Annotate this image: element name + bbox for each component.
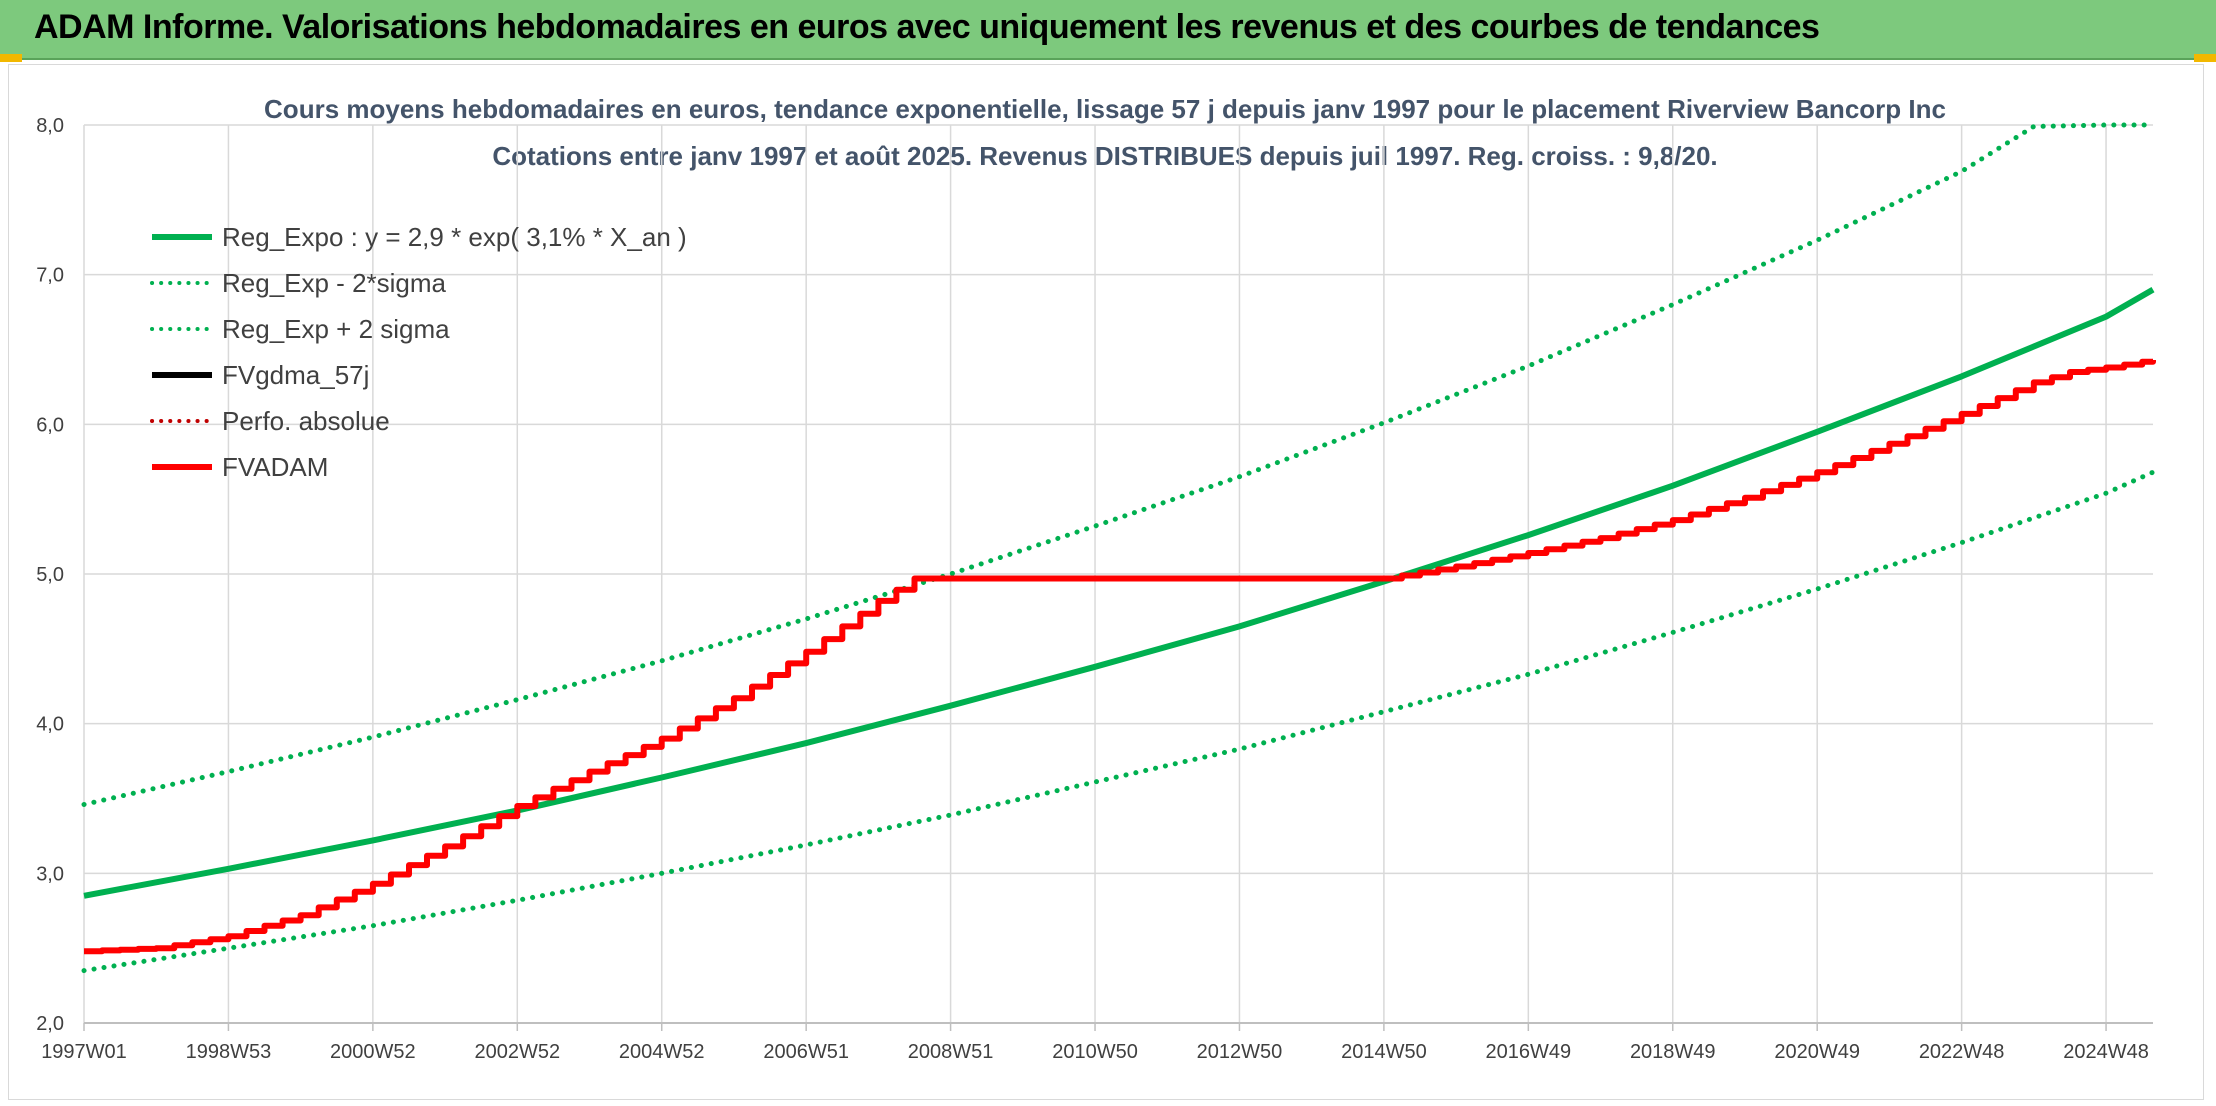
y-axis-ticks: 2,0 3,0 4,0 5,0 6,0 7,0 8,0: [36, 115, 64, 1035]
x-tick-label: 1997W01: [41, 1041, 127, 1063]
legend-label: FVgdma_57j: [222, 360, 369, 390]
x-tick-label: 2004W52: [619, 1041, 705, 1063]
y-tick-label: 5,0: [36, 564, 64, 586]
x-tick-label: 2008W51: [908, 1041, 994, 1063]
x-tick-label: 2020W49: [1774, 1041, 1860, 1063]
series-line-reg-exp-2-sigma: [81, 122, 2156, 807]
x-tick-label: 2014W50: [1341, 1041, 1427, 1063]
series-line-fvadam: [84, 358, 2156, 955]
x-tick-label: 2006W51: [763, 1041, 849, 1063]
y-tick-label: 6,0: [36, 414, 64, 436]
legend-label: Perfo. absolue: [222, 406, 390, 436]
chart-title: Cours moyens hebdomadaires en euros, ten…: [264, 94, 1946, 124]
y-tick-label: 7,0: [36, 265, 64, 287]
gridlines: [83, 124, 2153, 1031]
legend-label: Reg_Exp - 2*sigma: [222, 268, 447, 298]
series-line-reg-exp-2-sigma: [81, 469, 2156, 974]
x-tick-label: 2012W50: [1197, 1041, 1283, 1063]
x-tick-label: 2010W50: [1052, 1041, 1138, 1063]
banner: ADAM Informe. Valorisations hebdomadaire…: [0, 0, 2216, 60]
legend-label: Reg_Expo : y = 2,9 * exp( 3,1% * X_an ): [222, 222, 687, 252]
y-tick-label: 4,0: [36, 714, 64, 736]
x-tick-label: 2016W49: [1486, 1041, 1572, 1063]
x-tick-label: 2002W52: [474, 1041, 560, 1063]
x-tick-label: 2022W48: [1919, 1041, 2005, 1063]
banner-title: ADAM Informe. Valorisations hebdomadaire…: [34, 8, 1820, 46]
y-tick-label: 3,0: [36, 863, 64, 885]
corner-marker-left: [0, 54, 22, 62]
legend-label: Reg_Exp + 2 sigma: [222, 314, 450, 344]
series-line-reg-expo-y-2-9-exp-3-1-x-an: [83, 287, 2155, 899]
legend-label: FVADAM: [222, 452, 328, 482]
x-tick-label: 2018W49: [1630, 1041, 1716, 1063]
x-axis-ticks: 1997W01 1998W53 2000W52 2002W52 2004W52 2006W…: [41, 1041, 2149, 1063]
series-lines: [81, 122, 2156, 974]
corner-marker-right: [2194, 54, 2216, 62]
x-tick-label: 1998W53: [186, 1041, 272, 1063]
y-tick-label: 8,0: [36, 115, 64, 137]
legend: Reg_Expo : y = 2,9 * exp( 3,1% * X_an ) R…: [150, 222, 687, 482]
chart-frame: [8, 64, 2204, 1100]
x-tick-label: 2024W48: [2063, 1041, 2149, 1063]
chart-subtitle: Cotations entre janv 1997 et août 2025. …: [492, 141, 1717, 171]
y-tick-label: 2,0: [36, 1013, 64, 1035]
x-tick-label: 2000W52: [330, 1041, 416, 1063]
